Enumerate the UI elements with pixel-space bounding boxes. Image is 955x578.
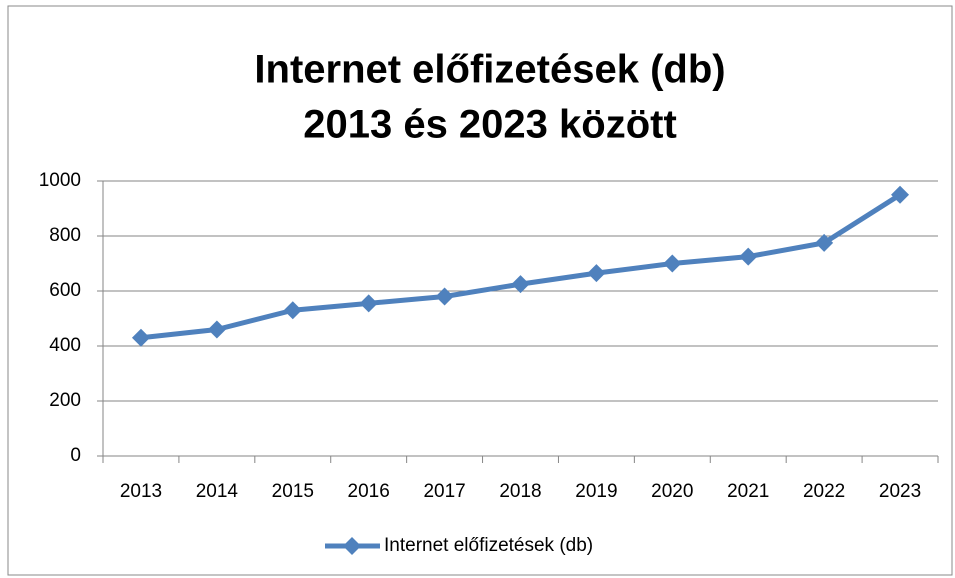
- x-tick-label: 2015: [272, 481, 314, 502]
- y-tick-label: 400: [49, 335, 81, 356]
- y-tick-label: 200: [49, 390, 81, 411]
- y-tick-label: 800: [49, 225, 81, 246]
- x-tick-label: 2022: [803, 481, 845, 502]
- data-marker: [815, 233, 834, 252]
- x-tick-label: 2016: [348, 481, 390, 502]
- x-tick-label: 2013: [120, 481, 162, 502]
- y-tick-label: 1000: [39, 170, 81, 191]
- data-marker: [435, 287, 454, 306]
- data-marker: [283, 301, 302, 320]
- y-tick-label: 0: [70, 445, 81, 466]
- data-marker: [207, 320, 226, 339]
- chart-title: 2013 és 2023 között: [303, 103, 677, 147]
- y-tick-label: 600: [49, 280, 81, 301]
- data-marker: [511, 275, 530, 294]
- data-marker: [587, 264, 606, 283]
- data-marker: [131, 328, 150, 347]
- x-tick-label: 2014: [196, 481, 239, 502]
- x-tick-label: 2018: [499, 481, 541, 502]
- data-marker: [739, 247, 758, 266]
- data-marker: [359, 294, 378, 313]
- x-tick-label: 2021: [727, 481, 769, 502]
- data-marker: [663, 254, 682, 273]
- x-tick-label: 2023: [879, 481, 921, 502]
- legend-label: Internet előfizetések (db): [384, 535, 593, 556]
- x-tick-label: 2017: [423, 481, 465, 502]
- x-tick-label: 2020: [651, 481, 693, 502]
- chart-title: Internet előfizetések (db): [254, 48, 725, 92]
- x-tick-label: 2019: [575, 481, 617, 502]
- data-marker: [891, 185, 910, 204]
- legend-marker: [343, 537, 361, 555]
